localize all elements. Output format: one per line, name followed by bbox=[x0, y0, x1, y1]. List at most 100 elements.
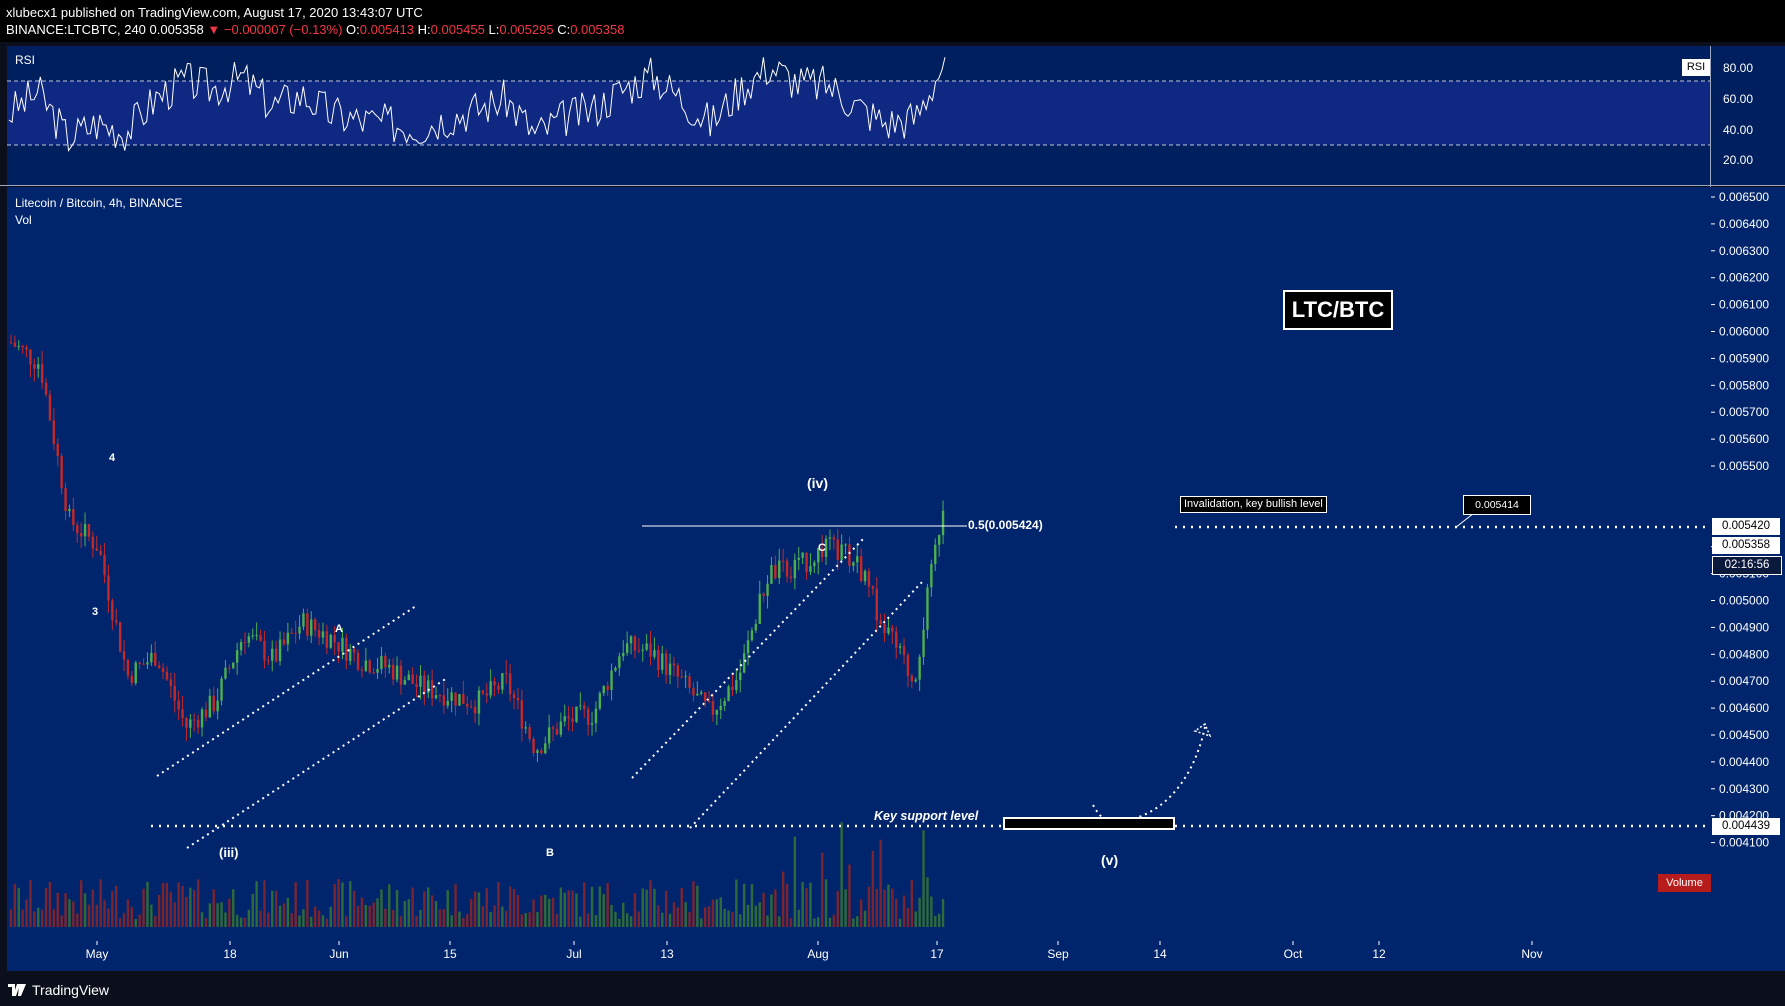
time-tick-label: Sep bbox=[1047, 947, 1069, 961]
candle-body bbox=[891, 627, 894, 632]
candle-body bbox=[430, 680, 434, 699]
candle-body bbox=[130, 675, 134, 684]
candle-body bbox=[423, 675, 426, 693]
candle-body bbox=[805, 552, 808, 572]
candle-body bbox=[778, 560, 781, 579]
volume-bar bbox=[196, 879, 200, 927]
volume-bar bbox=[680, 887, 683, 927]
volume-bar bbox=[469, 899, 473, 927]
candle-body bbox=[271, 648, 274, 661]
volume-bar bbox=[337, 879, 340, 927]
candle-body bbox=[298, 626, 301, 634]
volume-bar bbox=[193, 890, 196, 927]
volume-bar bbox=[44, 888, 48, 927]
price-tick-label: 0.004100 bbox=[1719, 836, 1769, 850]
volume-bar bbox=[688, 912, 691, 927]
candle-body bbox=[181, 709, 184, 718]
price-tick-label: 0.004700 bbox=[1719, 674, 1769, 688]
time-tick-label: Aug bbox=[807, 947, 828, 961]
candle-body bbox=[528, 727, 531, 739]
volume-bar bbox=[633, 893, 637, 927]
candle-body bbox=[610, 670, 613, 691]
candle-body bbox=[442, 695, 446, 706]
open-value: 0.005413 bbox=[359, 22, 415, 37]
tradingview-logo-icon bbox=[8, 984, 26, 996]
volume-bar bbox=[349, 881, 352, 927]
time-axis[interactable]: May 18 Jun 15 Jul 13 Aug 17 Sep 14 Oct 12 Nov bbox=[7, 941, 1785, 971]
volume-bar bbox=[926, 877, 929, 927]
candle-body bbox=[99, 550, 102, 555]
volume-bar bbox=[107, 908, 110, 927]
time-tick-label: May bbox=[86, 947, 109, 961]
rsi-pane[interactable]: RSI bbox=[7, 46, 1711, 185]
chart-header: xlubecx1 published on TradingView.com, A… bbox=[0, 0, 1785, 42]
price-tick-label: 0.006400 bbox=[1719, 217, 1769, 231]
candle-body bbox=[37, 364, 40, 369]
volume-bar bbox=[33, 911, 36, 927]
candle-body bbox=[13, 342, 17, 347]
candle-body bbox=[770, 565, 773, 584]
volume-bar bbox=[551, 897, 555, 927]
volume-bar bbox=[645, 889, 648, 927]
candle-body bbox=[508, 673, 512, 695]
volume-bar bbox=[9, 909, 13, 927]
volume-bar bbox=[485, 888, 488, 927]
candle-body bbox=[661, 653, 664, 670]
main-chart-pane[interactable]: 4 3 A (iii) B C (iv) (v) Litecoin / Bitc… bbox=[7, 187, 1711, 941]
volume-bar bbox=[403, 900, 407, 927]
volume-bar bbox=[941, 899, 945, 927]
candle-body bbox=[161, 668, 165, 672]
volume-bar bbox=[887, 884, 890, 927]
candle-body bbox=[836, 539, 839, 560]
volume-bar bbox=[661, 912, 664, 927]
open-label: O: bbox=[346, 22, 360, 37]
volume-bar bbox=[797, 909, 800, 927]
volume-bar bbox=[563, 892, 566, 927]
wave-label-4: 4 bbox=[109, 452, 116, 464]
rsi-axis[interactable]: 80.00 60.00 40.00 20.00 bbox=[1711, 46, 1785, 185]
price-tick-label: 0.005800 bbox=[1719, 378, 1769, 392]
candle-body bbox=[723, 700, 726, 706]
volume-bar bbox=[208, 903, 212, 927]
candle-body bbox=[247, 636, 251, 643]
candle-body bbox=[21, 345, 24, 348]
volume-bar bbox=[83, 893, 87, 927]
candle-body bbox=[859, 556, 863, 582]
volume-bar bbox=[356, 905, 360, 927]
volume-bar bbox=[906, 907, 910, 927]
volume-bar bbox=[130, 907, 134, 927]
time-tick-label: Jun bbox=[329, 947, 348, 961]
candle-body bbox=[44, 382, 48, 395]
volume-bar bbox=[723, 908, 726, 927]
volume-bar bbox=[388, 884, 391, 927]
rsi-tag: RSI bbox=[1682, 59, 1710, 76]
price-tick-label: 0.006100 bbox=[1719, 298, 1769, 312]
price-tick-label: 0.005700 bbox=[1719, 405, 1769, 419]
volume-bar bbox=[532, 899, 535, 927]
candle-body bbox=[235, 650, 239, 663]
close-value: 0.005358 bbox=[570, 22, 625, 37]
volume-bar bbox=[384, 908, 387, 927]
volume-bar bbox=[657, 905, 660, 927]
volume-bar bbox=[122, 913, 126, 927]
candle-body bbox=[555, 728, 559, 735]
volume-bar bbox=[867, 886, 871, 927]
candle-body bbox=[622, 652, 625, 657]
volume-bar bbox=[380, 889, 383, 927]
candle-body bbox=[828, 537, 832, 539]
volume-bar bbox=[583, 882, 586, 927]
price-tick-label: 0.004400 bbox=[1719, 755, 1769, 769]
volume-bar bbox=[255, 881, 258, 927]
candle-body bbox=[25, 347, 28, 350]
candle-body bbox=[680, 676, 683, 678]
candle-body bbox=[325, 631, 329, 648]
candle-body bbox=[551, 727, 555, 729]
volume-bar bbox=[910, 880, 914, 927]
volume-bar bbox=[606, 882, 609, 927]
pane-divider[interactable] bbox=[0, 185, 1785, 186]
volume-bar bbox=[251, 893, 254, 927]
volume-bar bbox=[707, 906, 711, 927]
time-tick-label: 15 bbox=[443, 947, 457, 961]
volume-bar bbox=[103, 900, 106, 927]
candle-body bbox=[824, 538, 828, 558]
